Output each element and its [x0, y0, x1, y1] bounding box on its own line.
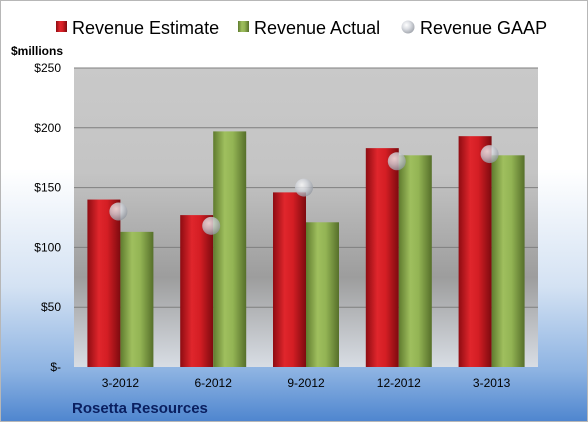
- x-axis-ticks: 3-2012 6-2012 9-2012 12-2012 3-2013: [102, 376, 511, 390]
- y-tick-label: $-: [50, 360, 61, 374]
- y-tick-label: $100: [34, 240, 61, 254]
- legend-marker-revenue-gaap: [401, 20, 415, 34]
- marker-revenue-gaap: [387, 152, 406, 171]
- bar-revenue-actual: [491, 155, 525, 367]
- legend: Revenue Estimate Revenue Actual Revenue …: [56, 18, 547, 38]
- y-tick-label: $150: [34, 181, 61, 195]
- legend-swatch-revenue-estimate: [56, 21, 67, 32]
- legend-label-revenue-gaap: Revenue GAAP: [420, 18, 547, 38]
- y-tick-label: $250: [34, 61, 61, 75]
- legend-label-revenue-actual: Revenue Actual: [254, 18, 380, 38]
- marker-revenue-gaap: [480, 145, 499, 164]
- x-tick-label: 6-2012: [195, 376, 233, 390]
- legend-swatch-revenue-actual: [238, 21, 249, 32]
- bar-revenue-estimate: [273, 192, 306, 367]
- y-tick-label: $50: [41, 300, 61, 314]
- bar-revenue-estimate: [87, 199, 121, 367]
- x-tick-label: 3-2013: [473, 376, 511, 390]
- y-tick-label: $200: [34, 121, 61, 135]
- gaap-markers: [109, 145, 499, 235]
- bar-revenue-estimate: [180, 215, 214, 367]
- marker-revenue-gaap: [202, 216, 221, 235]
- x-tick-label: 12-2012: [377, 376, 421, 390]
- y-axis-unit-label: $millions: [11, 44, 63, 58]
- x-tick-label: 3-2012: [102, 376, 140, 390]
- bar-revenue-actual: [120, 231, 154, 367]
- bar-revenue-actual: [213, 131, 247, 367]
- bar-revenue-estimate: [365, 148, 399, 367]
- y-axis-ticks: $- $50 $100 $150 $200 $250: [34, 61, 61, 374]
- bars: [87, 131, 525, 367]
- marker-revenue-gaap: [295, 178, 313, 197]
- legend-label-revenue-estimate: Revenue Estimate: [72, 18, 219, 38]
- bar-revenue-actual: [398, 155, 432, 367]
- bar-revenue-actual: [306, 222, 339, 367]
- x-tick-label: 9-2012: [287, 376, 325, 390]
- marker-revenue-gaap: [109, 202, 128, 221]
- bar-revenue-estimate: [458, 136, 492, 367]
- company-name: Rosetta Resources: [72, 400, 208, 417]
